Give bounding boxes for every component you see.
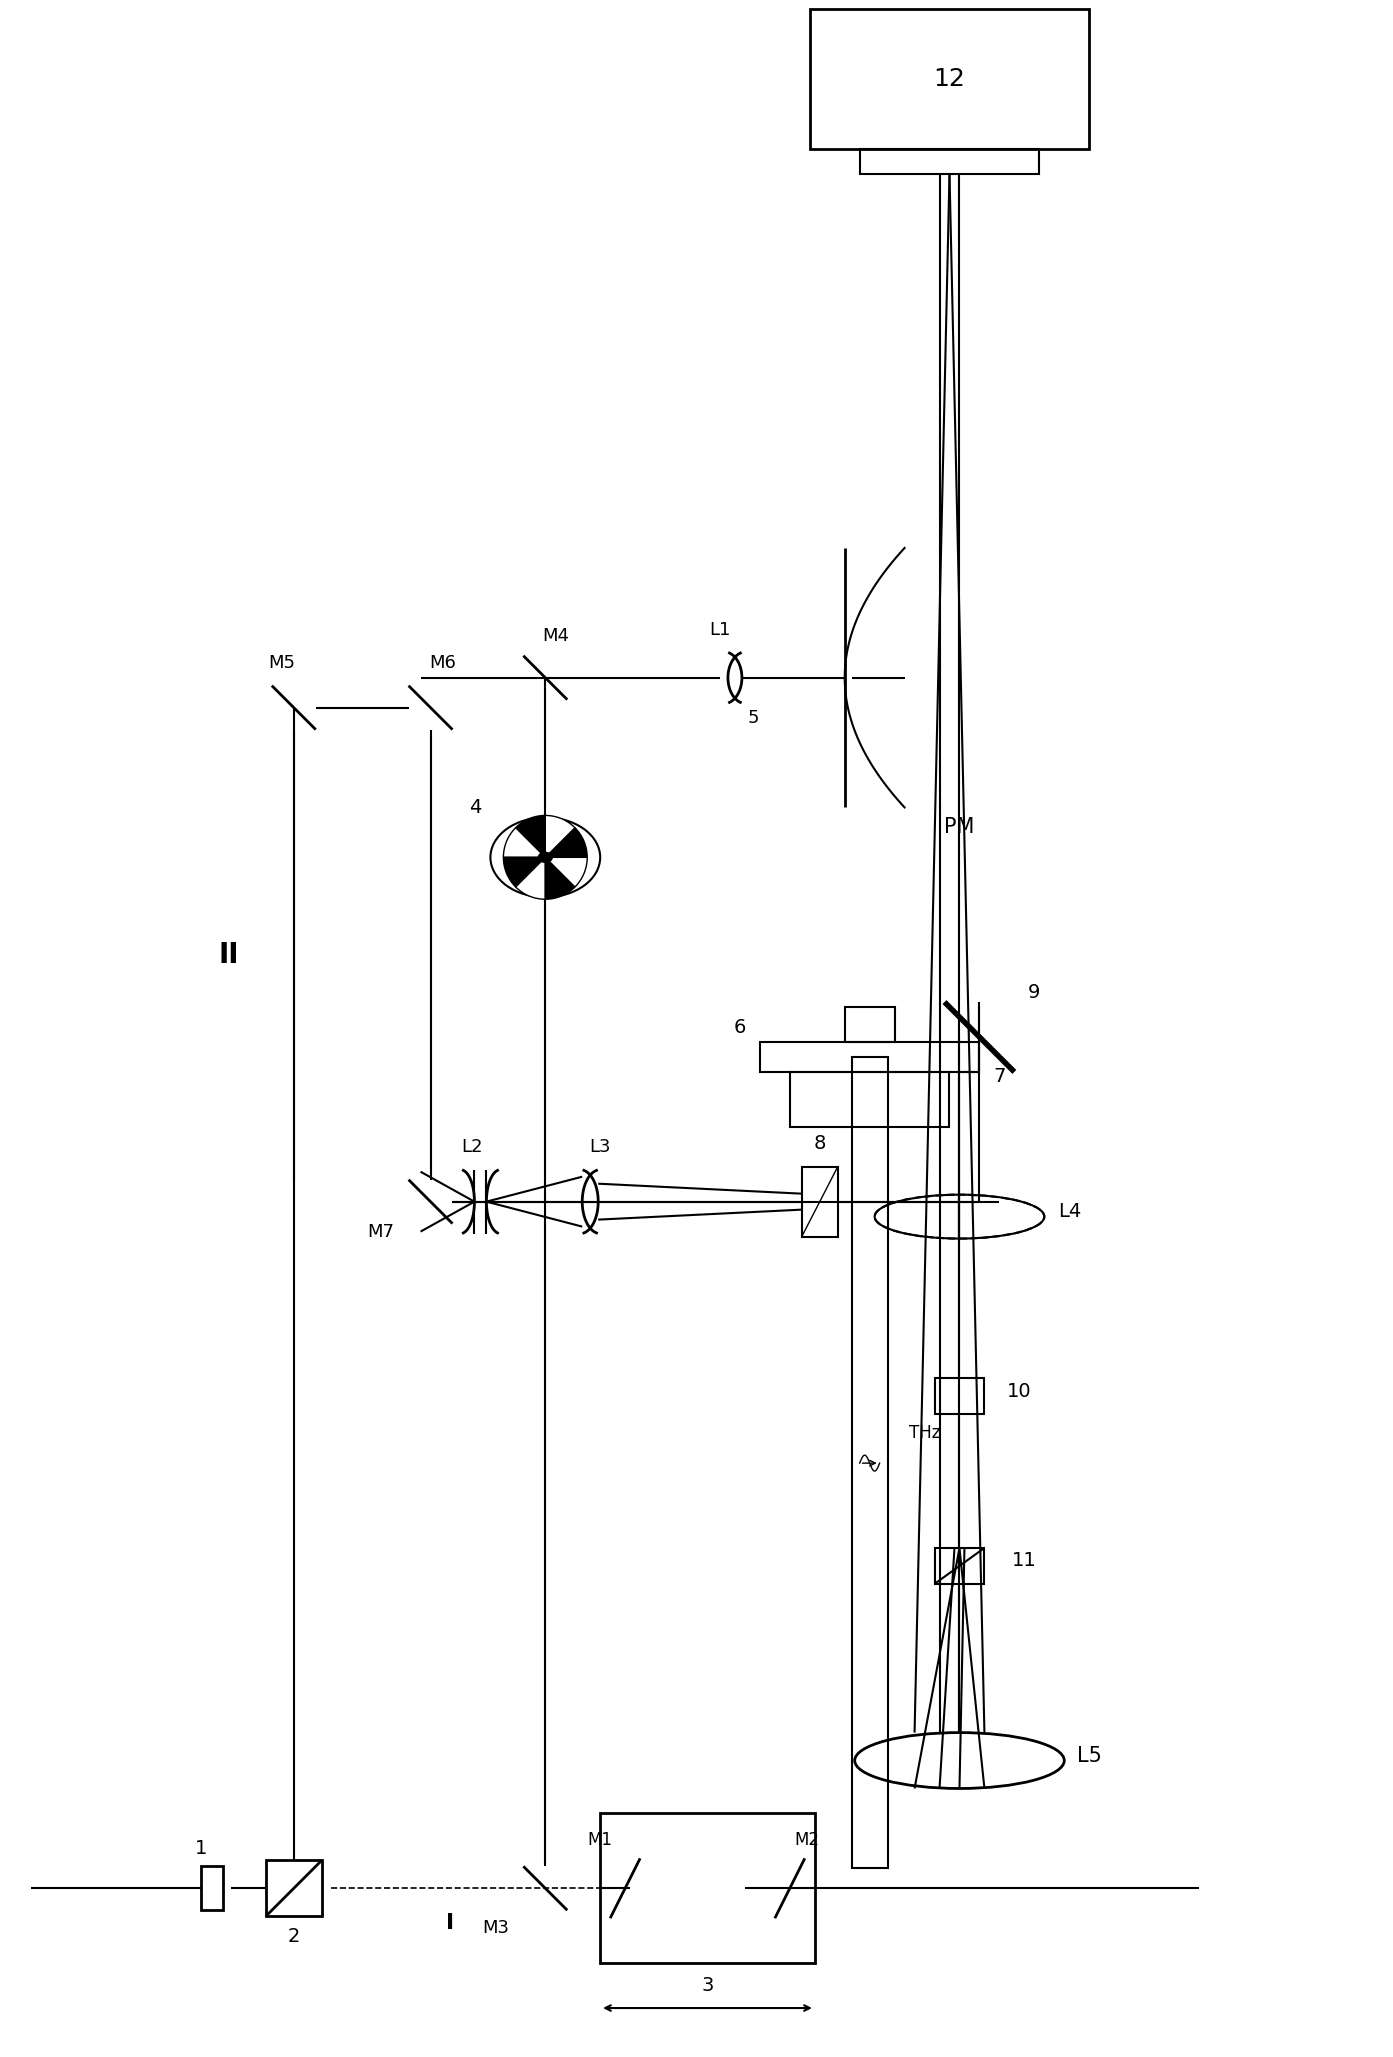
Bar [809, 8, 1089, 148]
Wedge shape [503, 858, 545, 887]
Text: 12: 12 [933, 68, 965, 91]
Text: M2: M2 [794, 1831, 819, 1849]
Bar [935, 1549, 985, 1584]
Wedge shape [515, 815, 545, 858]
Text: 9: 9 [1028, 983, 1041, 1002]
Text: M7: M7 [368, 1222, 394, 1240]
Text: L5: L5 [1077, 1746, 1102, 1765]
Text: L3: L3 [589, 1138, 612, 1156]
Text: 5: 5 [747, 708, 759, 726]
Text: L2: L2 [461, 1138, 483, 1156]
Bar [790, 1072, 950, 1127]
Bar [201, 1866, 223, 1911]
Text: 1: 1 [195, 1839, 208, 1857]
Bar [844, 1008, 894, 1043]
Bar [759, 1043, 979, 1072]
Text: M5: M5 [269, 654, 295, 673]
Bar [859, 148, 1039, 173]
Bar [802, 1166, 837, 1236]
Wedge shape [545, 827, 588, 858]
Wedge shape [545, 858, 588, 887]
Ellipse shape [538, 852, 552, 862]
Text: THz: THz [908, 1423, 940, 1442]
Text: L4: L4 [1057, 1201, 1081, 1222]
Bar [266, 1860, 322, 1917]
Wedge shape [515, 858, 545, 899]
Text: II: II [219, 942, 240, 969]
Text: PM: PM [944, 817, 975, 837]
Wedge shape [545, 815, 575, 858]
Text: M4: M4 [542, 627, 568, 644]
Text: 3: 3 [701, 1975, 713, 1995]
Text: 10: 10 [1007, 1382, 1032, 1401]
Text: L1: L1 [709, 621, 731, 640]
Text: 7: 7 [993, 1068, 1006, 1086]
Text: I: I [446, 1913, 454, 1934]
Bar [600, 1814, 815, 1962]
Text: M1: M1 [588, 1831, 613, 1849]
Text: 2: 2 [287, 1927, 299, 1946]
Text: M6: M6 [429, 654, 456, 673]
Wedge shape [545, 858, 575, 899]
Text: 8: 8 [814, 1133, 826, 1154]
Bar [935, 1378, 985, 1415]
Text: 11: 11 [1011, 1551, 1036, 1569]
Text: M3: M3 [482, 1919, 508, 1938]
Text: 4: 4 [469, 798, 482, 817]
Text: 6: 6 [734, 1018, 747, 1037]
Wedge shape [503, 827, 545, 858]
Bar [851, 1057, 887, 1868]
